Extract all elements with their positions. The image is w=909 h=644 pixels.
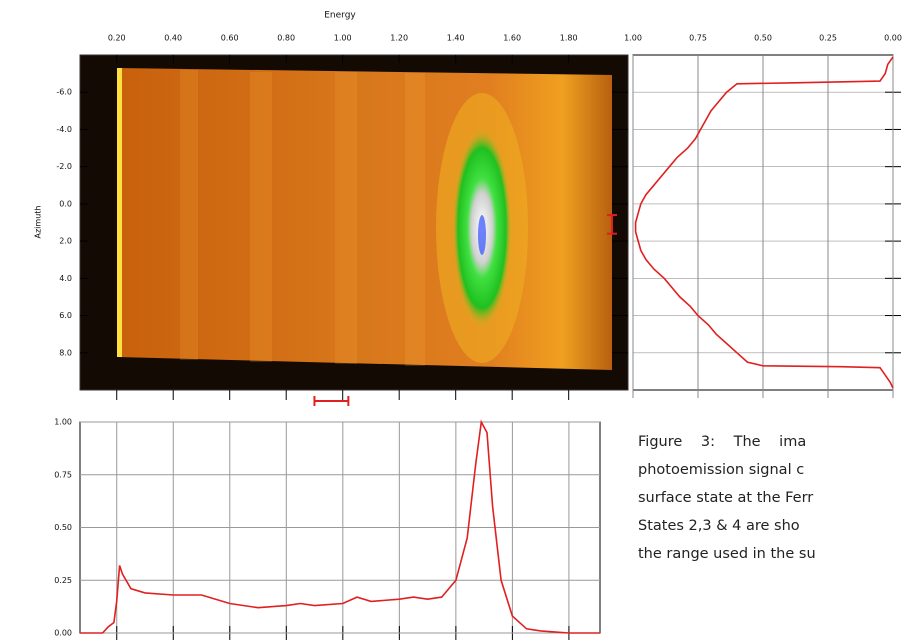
y-tick-label: 4.0 [59,274,72,283]
y-tick-label: -6.0 [56,88,72,97]
caption-line: the range used in the su [638,546,816,562]
y-tick-label: -2.0 [56,162,72,171]
caption-line: States 2,3 & 4 are sho [638,518,800,534]
y-tick-label: 0.0 [59,199,72,208]
heatmap-core [478,215,486,255]
heatmap-edge [117,68,122,357]
x-tick-label: 1.00 [334,34,352,43]
y-tick-label: 8.0 [59,348,72,357]
heatmap-frame [79,54,629,391]
y-tick-label: 1.00 [54,418,72,427]
caption-line: Figure 3: The ima [638,434,806,450]
y-tick-label: -4.0 [56,125,72,134]
y-tick-label: 6.0 [59,311,72,320]
x-tick-label: 1.20 [390,34,408,43]
x-tick-label: 0.40 [164,34,182,43]
x-tick-label: 1.40 [447,34,465,43]
heatmap-bands [180,70,425,366]
caption-line: photoemission signal c [638,462,804,478]
y-tick-label: 0.75 [54,470,72,479]
x-tick-label: 0.20 [108,34,126,43]
x-tick-label: 0.25 [819,34,837,43]
x-tick-label: 0.80 [277,34,295,43]
x-tick-label: 1.60 [503,34,521,43]
y-axis-title: Azimuth [34,206,43,239]
y-tick-label: 0.00 [54,629,72,638]
x-tick-label: 1.00 [624,34,642,43]
caption-line: surface state at the Ferr [638,490,813,506]
x-tick-label: 0.75 [689,34,707,43]
x-tick-label: 1.80 [560,34,578,43]
caption: Figure 3: The ima photoemission signal c… [638,434,818,562]
y-tick-label: 0.25 [54,576,72,585]
profile-line [634,56,894,389]
x-axis-title: Energy [324,11,356,21]
x-tick-label: 0.50 [754,34,772,43]
y-tick-label: 0.50 [54,523,72,532]
x-tick-label: 0.60 [221,34,239,43]
y-tick-label: 2.0 [59,237,72,246]
spectrum-line [80,419,600,634]
x-tick-label: 0.00 [884,34,902,43]
